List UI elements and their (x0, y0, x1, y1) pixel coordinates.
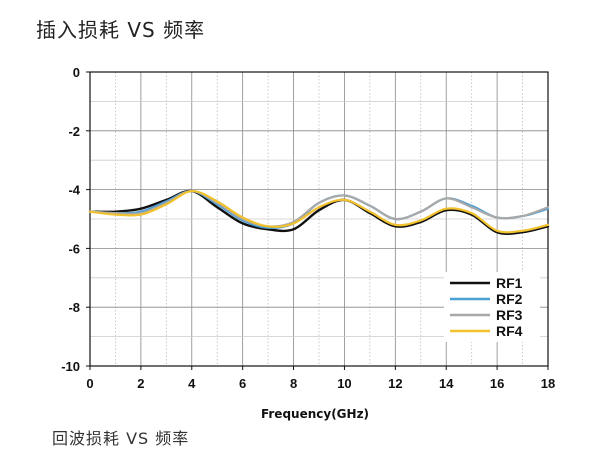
series-line-rf1 (88, 189, 550, 235)
chart-title: 插入损耗 VS 频率 (36, 18, 206, 42)
next-section-title: 回波损耗 VS 频率 (52, 429, 190, 448)
x-tick-label: 16 (490, 376, 504, 391)
y-tick-label: 0 (73, 65, 80, 80)
x-tick-label: 12 (388, 376, 402, 391)
y-tick-label: -2 (68, 124, 80, 139)
y-tick-labels: 0 -2 -4 -6 -8 -10 (61, 65, 81, 374)
plot-frame (89, 71, 549, 367)
x-tick-label: 6 (239, 376, 246, 391)
x-tick-label: 8 (290, 376, 297, 391)
x-tick-label: 2 (137, 376, 144, 391)
insertion-loss-chart: 0 2 4 6 8 10 12 14 16 18 0 -2 -4 -6 -8 -10 RF1RF2RF3RF… (61, 65, 555, 421)
legend-label-rf3: RF3 (496, 307, 523, 323)
legend-label-rf2: RF2 (496, 291, 523, 307)
legend-label-rf4: RF4 (496, 323, 523, 339)
series-lines (88, 189, 550, 235)
x-tick-label: 10 (337, 376, 351, 391)
y-tick-label: -10 (61, 359, 80, 374)
legend-label-rf1: RF1 (496, 275, 523, 291)
series-line-rf4 (88, 189, 550, 234)
y-tick-label: -6 (68, 241, 80, 256)
x-tick-label: 0 (86, 376, 93, 391)
x-tick-labels: 0 2 4 6 8 10 12 14 16 18 (86, 376, 555, 391)
y-tick-label: -4 (68, 183, 80, 198)
x-tick-label: 4 (188, 376, 196, 391)
x-tick-label: 14 (439, 376, 454, 391)
x-axis-label: Frequency(GHz) (261, 407, 369, 421)
y-tick-label: -8 (68, 300, 80, 315)
series-line-rf3 (88, 189, 550, 228)
axes (86, 71, 549, 370)
x-tick-label: 18 (541, 376, 555, 391)
